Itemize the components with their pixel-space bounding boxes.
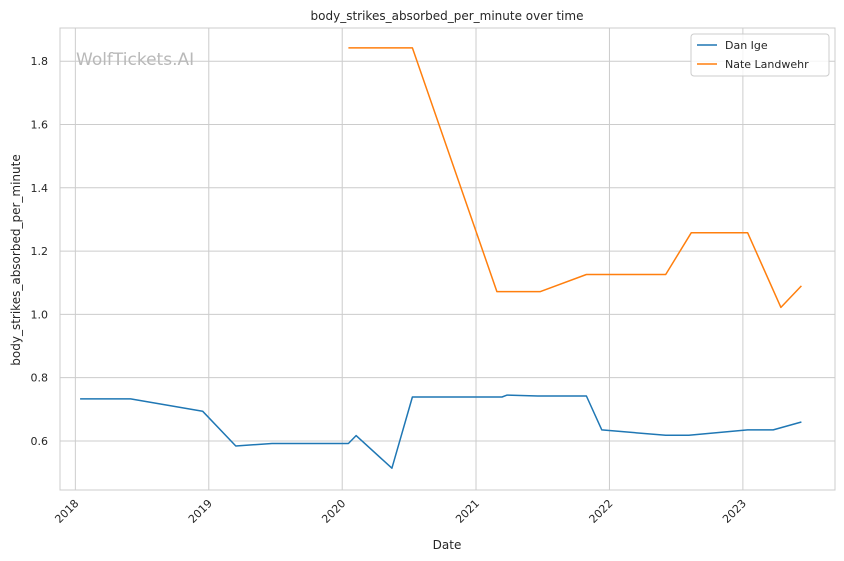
y-axis-label: body_strikes_absorbed_per_minute <box>9 154 23 365</box>
y-tick-label: 1.2 <box>31 245 49 258</box>
series-line-dan-ige <box>80 394 802 469</box>
legend-label: Dan Ige <box>725 39 768 52</box>
plot-frame <box>59 27 836 491</box>
legend-box <box>690 33 830 77</box>
legend-label: Nate Landwehr <box>725 58 809 71</box>
chart-title: body_strikes_absorbed_per_minute over ti… <box>311 9 584 23</box>
watermark-text: WolfTickets.AI <box>76 50 194 70</box>
y-tick-label: 0.6 <box>31 435 49 448</box>
legend: Dan Ige Nate Landwehr <box>690 33 830 77</box>
y-tick-label: 1.4 <box>31 182 49 195</box>
series-lines <box>80 47 802 469</box>
y-tick-label: 1.8 <box>31 55 49 68</box>
y-tick-label: 1.0 <box>31 308 49 321</box>
y-tick-label: 1.6 <box>31 119 49 132</box>
y-axis-ticks: 0.6 0.8 1.0 1.2 1.4 1.6 1.8 <box>31 55 49 448</box>
series-line-nate-landwehr <box>348 47 802 309</box>
y-tick-label: 0.8 <box>31 372 49 385</box>
x-axis-label: Date <box>433 538 462 552</box>
